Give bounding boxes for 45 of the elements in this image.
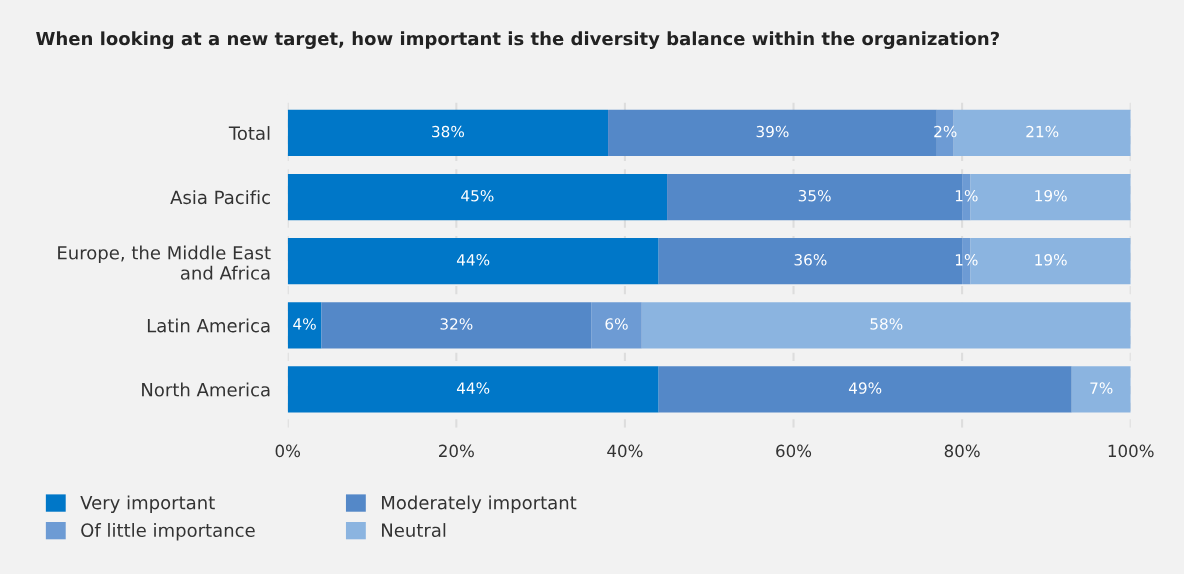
data-label: 7% — [1090, 382, 1113, 394]
data-label: 44% — [456, 382, 490, 394]
legend-label: Of little importance — [81, 523, 255, 541]
y-tick-label: North America — [142, 382, 270, 397]
y-tick-label: Asia Pacific — [170, 190, 270, 205]
data-label: 38% — [432, 125, 465, 138]
data-label: 6% — [605, 318, 628, 330]
y-tick-label: Total — [228, 126, 270, 141]
data-label: 58% — [870, 318, 903, 330]
bar — [321, 302, 592, 349]
data-label: 1% — [955, 189, 978, 202]
data-label: 32% — [440, 318, 473, 330]
bar — [591, 302, 642, 349]
bar — [287, 173, 668, 221]
data-label: 2% — [934, 125, 957, 138]
bar — [641, 302, 1131, 349]
x-tick-label: 0% — [275, 444, 301, 458]
bar — [287, 302, 322, 349]
bar — [1071, 366, 1131, 413]
data-label: 4% — [293, 318, 316, 330]
bar — [287, 366, 659, 413]
data-label: 1% — [955, 254, 978, 266]
data-label: 45% — [461, 189, 494, 202]
data-label: 19% — [1035, 254, 1067, 266]
bar — [287, 238, 659, 285]
x-tick-label: 100% — [1108, 444, 1154, 458]
chart-title: When looking at a new target, how important is the diversity balance within the organization? — [36, 31, 999, 49]
x-tick-label: 60% — [776, 444, 812, 458]
y-tick-label: Europe, the Middle East and Africa — [58, 245, 271, 280]
data-label: 49% — [848, 382, 882, 394]
data-label: 44% — [456, 254, 490, 266]
bar — [287, 109, 609, 157]
data-label: 36% — [794, 254, 827, 266]
x-tick-label: 80% — [944, 444, 980, 458]
legend-label: Moderately important — [382, 495, 577, 513]
legend-label: Very important — [80, 495, 215, 513]
x-tick-label: 40% — [607, 444, 643, 458]
y-tick-label: Latin America — [147, 318, 270, 333]
data-label: 21% — [1026, 125, 1059, 138]
bar — [658, 366, 1072, 413]
legend-label: Neutral — [382, 523, 446, 538]
x-tick-label: 20% — [439, 444, 474, 458]
data-label: 19% — [1035, 189, 1067, 202]
data-label: 39% — [756, 125, 789, 138]
data-label: 35% — [798, 189, 831, 202]
